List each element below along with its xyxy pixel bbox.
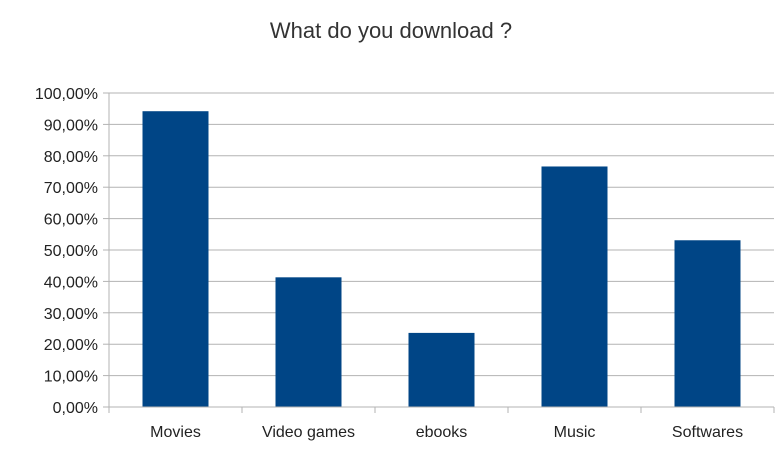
labels: 0,00% 10,00% 20,00% 30,00% 40,00% 50,00% 60,00… [35,86,743,441]
x-tick-label: Video games [262,424,355,441]
x-tick-label: ebooks [416,424,468,441]
y-tick-label: 80,00% [44,149,98,166]
bar-video-games [275,277,342,407]
y-tick-label: 60,00% [44,212,98,229]
y-tick-label: 0,00% [53,400,98,417]
y-tick-label: 90,00% [44,117,98,134]
y-tick-label: 70,00% [44,180,98,197]
y-tick-label: 10,00% [44,369,98,386]
bar-music [541,166,608,407]
y-tick-label: 20,00% [44,337,98,354]
x-tick-label: Softwares [672,424,743,441]
x-tick-label: Movies [150,424,201,441]
y-tick-label: 100,00% [35,86,98,103]
bars [142,111,741,407]
bar-ebooks [408,332,475,407]
x-tick-label: Music [554,424,596,441]
y-tick-label: 30,00% [44,306,98,323]
bar-movies [142,111,209,407]
axes [103,92,775,413]
bar-softwares [674,240,741,407]
y-tick-label: 50,00% [44,243,98,260]
y-tick-label: 40,00% [44,274,98,291]
chart-title: What do you download ? [269,18,513,43]
